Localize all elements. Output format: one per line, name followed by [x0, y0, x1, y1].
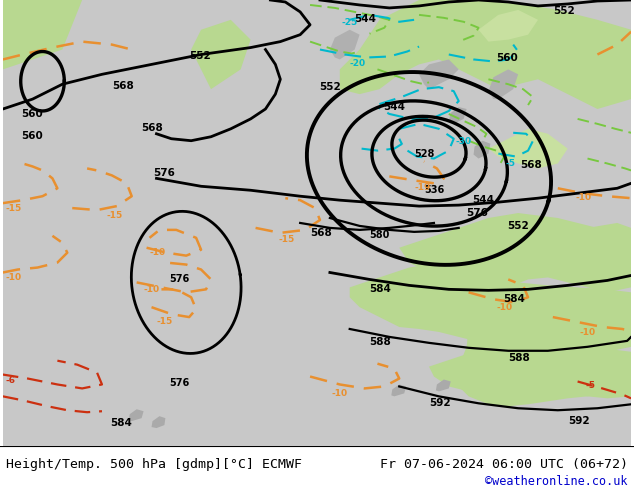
Text: -20: -20: [350, 59, 366, 69]
Text: -10: -10: [576, 193, 592, 202]
Text: 592: 592: [567, 416, 590, 426]
Text: 584: 584: [370, 284, 391, 294]
Polygon shape: [330, 30, 359, 59]
Polygon shape: [454, 327, 631, 406]
Text: 576: 576: [467, 208, 489, 218]
Polygon shape: [129, 409, 143, 421]
Text: -10: -10: [332, 390, 348, 398]
Polygon shape: [350, 263, 631, 359]
Text: -15: -15: [6, 204, 22, 213]
Text: ©weatheronline.co.uk: ©weatheronline.co.uk: [485, 475, 628, 488]
Text: 536: 536: [424, 185, 444, 195]
Polygon shape: [3, 0, 82, 70]
Text: -6: -6: [6, 376, 16, 386]
Text: 544: 544: [472, 195, 495, 205]
Text: Fr 07-06-2024 06:00 UTC (06+72): Fr 07-06-2024 06:00 UTC (06+72): [380, 458, 628, 471]
Text: -15: -15: [278, 235, 295, 244]
Text: 552: 552: [189, 51, 211, 61]
Text: -19: -19: [414, 183, 430, 192]
Polygon shape: [391, 385, 406, 396]
Text: 552: 552: [319, 82, 340, 92]
Text: 576: 576: [153, 169, 176, 178]
Text: Height/Temp. 500 hPa [gdmp][°C] ECMWF: Height/Temp. 500 hPa [gdmp][°C] ECMWF: [6, 458, 302, 471]
Text: 552: 552: [507, 221, 529, 231]
Text: -15: -15: [107, 211, 123, 220]
Polygon shape: [488, 70, 518, 99]
Polygon shape: [474, 141, 491, 159]
Text: 528: 528: [414, 148, 434, 159]
Polygon shape: [152, 416, 165, 428]
Polygon shape: [449, 107, 467, 124]
Text: 568: 568: [141, 123, 164, 133]
Polygon shape: [488, 129, 567, 169]
Text: 560: 560: [496, 53, 518, 63]
Text: 592: 592: [429, 398, 451, 408]
Text: -5: -5: [586, 381, 595, 391]
Polygon shape: [429, 342, 578, 401]
Text: -15: -15: [157, 317, 172, 326]
Text: 568: 568: [112, 81, 134, 91]
Polygon shape: [479, 10, 538, 42]
Text: 580: 580: [370, 230, 390, 240]
Text: -5: -5: [505, 159, 515, 169]
Text: 584: 584: [503, 294, 525, 304]
Text: 568: 568: [520, 160, 542, 171]
Text: 576: 576: [169, 274, 190, 284]
Text: 588: 588: [370, 337, 391, 347]
Polygon shape: [191, 20, 250, 89]
Text: -10: -10: [150, 247, 165, 257]
Text: 584: 584: [110, 418, 132, 428]
Text: 544: 544: [384, 102, 405, 112]
Polygon shape: [399, 213, 631, 293]
Text: 560: 560: [21, 109, 42, 119]
Polygon shape: [558, 359, 631, 398]
Polygon shape: [340, 0, 631, 109]
Text: 544: 544: [354, 14, 377, 24]
Text: -10: -10: [579, 328, 596, 337]
Text: -25: -25: [342, 18, 358, 27]
Text: -10: -10: [6, 273, 22, 282]
Text: 576: 576: [169, 378, 190, 389]
Polygon shape: [436, 380, 451, 392]
Text: -30: -30: [456, 137, 472, 146]
Polygon shape: [419, 59, 458, 89]
Text: -10: -10: [496, 303, 512, 312]
Text: -10: -10: [143, 285, 160, 294]
Text: 552: 552: [553, 6, 574, 16]
Text: 568: 568: [310, 228, 332, 238]
Polygon shape: [538, 223, 631, 265]
Text: 588: 588: [508, 353, 530, 363]
Text: 560: 560: [21, 131, 42, 141]
